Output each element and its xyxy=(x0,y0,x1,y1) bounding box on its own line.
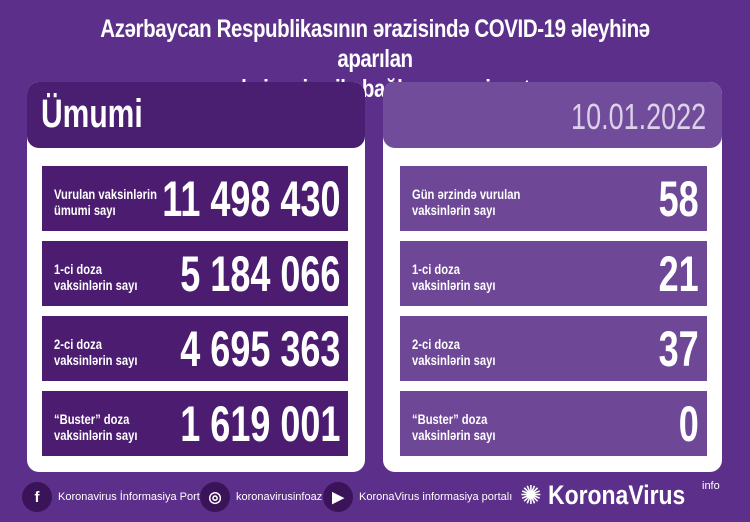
instagram-link[interactable]: ◎ koronavirusinfoaz xyxy=(200,482,322,512)
total-card: Ümumi Vurulan vaksinlərin ümumi sayı 11 49… xyxy=(27,82,365,472)
stat-row: Vurulan vaksinlərin ümumi sayı 11 498 430 xyxy=(42,166,348,231)
youtube-link[interactable]: ▶ KoronaVirus informasiya portalı xyxy=(323,482,512,512)
youtube-icon: ▶ xyxy=(323,482,353,512)
stat-value: 37 xyxy=(658,321,699,377)
stat-row: 1-ci doza vaksinlərin sayı 5 184 066 xyxy=(42,241,348,306)
stat-value: 21 xyxy=(658,246,699,302)
footer: f Koronavirus İnformasiya Portalı ◎ korona… xyxy=(0,480,750,518)
daily-card: 10.01.2022 Gün ərzində vurulan vaksinləri… xyxy=(383,82,722,472)
stat-row: 2-ci doza vaksinlərin sayı 4 695 363 xyxy=(42,316,348,381)
virus-sun-icon: ✺ xyxy=(520,480,542,510)
stat-row: 1-ci doza vaksinlərin sayı 21 xyxy=(400,241,707,306)
date-header: 10.01.2022 xyxy=(383,82,722,148)
stat-row: “Buster” doza vaksinlərin sayı 0 xyxy=(400,391,707,456)
stat-row: 2-ci doza vaksinlərin sayı 37 xyxy=(400,316,707,381)
brand-logo: ✺ KoronaVirus info xyxy=(520,480,720,510)
stat-value: 1 619 001 xyxy=(179,396,340,452)
stat-row: “Buster” doza vaksinlərin sayı 1 619 001 xyxy=(42,391,348,456)
stat-value: 11 498 430 xyxy=(161,171,340,227)
facebook-icon: f xyxy=(22,482,52,512)
instagram-icon: ◎ xyxy=(200,482,230,512)
stat-row: Gün ərzində vurulan vaksinlərin sayı 58 xyxy=(400,166,707,231)
stat-value: 0 xyxy=(678,396,699,452)
stat-value: 58 xyxy=(658,171,699,227)
total-header: Ümumi xyxy=(27,82,365,148)
stat-value: 5 184 066 xyxy=(179,246,340,302)
stat-value: 4 695 363 xyxy=(179,321,340,377)
facebook-link[interactable]: f Koronavirus İnformasiya Portalı xyxy=(22,482,211,512)
